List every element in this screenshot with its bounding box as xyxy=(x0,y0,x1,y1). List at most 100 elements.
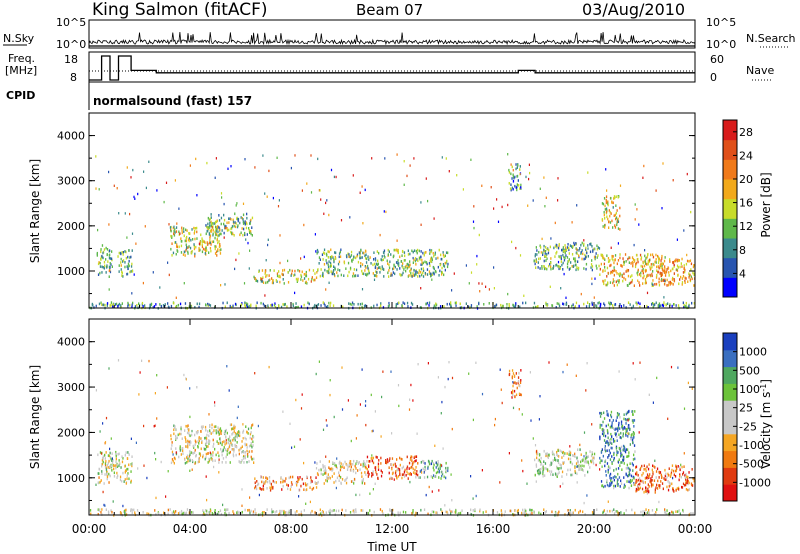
velocity-cell-10 xyxy=(405,511,407,514)
power-cell-9 xyxy=(612,226,614,229)
velocity-cell-10 xyxy=(97,508,99,511)
velocity-cell-1 xyxy=(170,437,172,441)
velocity-cell-5 xyxy=(438,469,440,473)
power-cell-10 xyxy=(684,281,686,284)
velocity-cell-5 xyxy=(440,470,443,474)
velocity-cell-2 xyxy=(254,477,256,480)
power-cell-2 xyxy=(204,248,206,251)
velocity-cell-3 xyxy=(341,478,344,481)
power-cell-10 xyxy=(690,268,692,271)
power-cell-5 xyxy=(369,256,371,259)
power-cell-5 xyxy=(388,250,390,253)
velocity-cell-3 xyxy=(328,475,330,479)
power-cell-5 xyxy=(321,274,324,277)
velocity-cell-1 xyxy=(200,430,202,433)
velocity-cell-2 xyxy=(268,476,271,479)
power-cell-5 xyxy=(322,251,325,255)
power-noise xyxy=(493,266,495,269)
velocity-cell-9 xyxy=(650,479,652,483)
velocity-cell-4 xyxy=(372,456,374,460)
velocity-cell-0 xyxy=(100,479,102,482)
velocity-cell-3 xyxy=(344,479,346,482)
power-cell-4 xyxy=(279,274,281,278)
power-cell-5 xyxy=(383,275,385,278)
power-cell-2 xyxy=(173,229,175,233)
velocity-cell-0 xyxy=(117,474,119,478)
velocity-cell-4 xyxy=(390,463,392,466)
velocity-cell-1 xyxy=(232,427,235,430)
velocity-cell-1 xyxy=(186,461,188,464)
velocity-cell-8 xyxy=(633,419,636,422)
velocity-cell-1 xyxy=(209,425,211,429)
power-cell-11 xyxy=(207,302,209,306)
power-cell-5 xyxy=(368,258,370,261)
power-cell-3 xyxy=(207,222,209,226)
velocity-cell-1 xyxy=(239,460,242,464)
power-cell-10 xyxy=(664,267,666,270)
velocity-cell-10 xyxy=(392,508,394,512)
velocity-cell-1 xyxy=(180,432,182,436)
velocity-cell-4 xyxy=(399,470,401,473)
velocity-cell-2 xyxy=(263,480,265,484)
velocity-noise xyxy=(380,435,382,438)
velocity-noise xyxy=(359,493,361,497)
velocity-cell-7 xyxy=(536,456,538,460)
power-cell-8 xyxy=(651,284,653,287)
power-cell-11 xyxy=(665,303,667,307)
power-cell-5 xyxy=(374,262,376,266)
power-cell-11 xyxy=(224,305,226,309)
velocity-cell-1 xyxy=(233,430,235,433)
power-cell-5 xyxy=(393,254,395,258)
power-cell-5 xyxy=(345,267,347,270)
power-cell-11 xyxy=(234,302,237,306)
power-noise xyxy=(272,196,274,200)
power-cell-2 xyxy=(190,251,193,255)
power-cell-5 xyxy=(382,267,384,271)
power-cell-3 xyxy=(215,225,217,229)
velocity-noise xyxy=(599,468,601,471)
velocity-cell-4 xyxy=(387,460,389,464)
velocity-cell-10 xyxy=(616,510,618,513)
power-cell-7 xyxy=(585,255,587,258)
power-cell-10 xyxy=(673,272,675,275)
power-cell-9 xyxy=(609,210,611,214)
velocity-cell-0 xyxy=(98,476,100,479)
power-cell-11 xyxy=(587,301,589,304)
velocity-cell-7 xyxy=(535,465,538,468)
velocity-cell-7 xyxy=(542,470,544,473)
power-cell-4 xyxy=(273,269,275,272)
power-cell-8 xyxy=(624,253,627,256)
velocity-cell-1 xyxy=(252,423,254,427)
velocity-noise xyxy=(390,370,392,373)
power-cell-8 xyxy=(612,255,614,258)
power-ytick-label-0: 1000 xyxy=(57,265,85,278)
velocity-cell-8 xyxy=(623,445,626,449)
velocity-cell-4 xyxy=(372,470,374,473)
velocity-cell-1 xyxy=(227,441,229,445)
power-cell-3 xyxy=(221,229,223,232)
power-cell-10 xyxy=(677,274,679,277)
power-cell-7 xyxy=(583,267,585,270)
velocity-noise xyxy=(184,458,186,461)
velocity-cell-10 xyxy=(509,509,511,513)
power-cell-5 xyxy=(447,251,449,255)
velocity-cell-9 xyxy=(635,466,637,469)
power-cell-5 xyxy=(347,274,349,278)
velocity-cell-10 xyxy=(677,510,679,513)
power-cell-2 xyxy=(201,243,203,246)
power-cell-11 xyxy=(162,304,165,307)
power-cell-5 xyxy=(392,267,395,270)
power-cell-1 xyxy=(127,255,129,259)
power-cell-11 xyxy=(652,306,654,309)
velocity-cell-2 xyxy=(266,487,268,490)
power-cell-8 xyxy=(630,262,632,265)
power-cell-8 xyxy=(607,271,609,275)
power-cell-2 xyxy=(170,234,172,238)
velocity-cell-6 xyxy=(518,392,521,396)
velocity-cell-10 xyxy=(310,511,312,515)
velocity-cell-7 xyxy=(547,456,549,459)
velocity-cell-10 xyxy=(188,511,190,514)
velocity-noise xyxy=(535,480,537,483)
velocity-cell-3 xyxy=(322,473,324,476)
